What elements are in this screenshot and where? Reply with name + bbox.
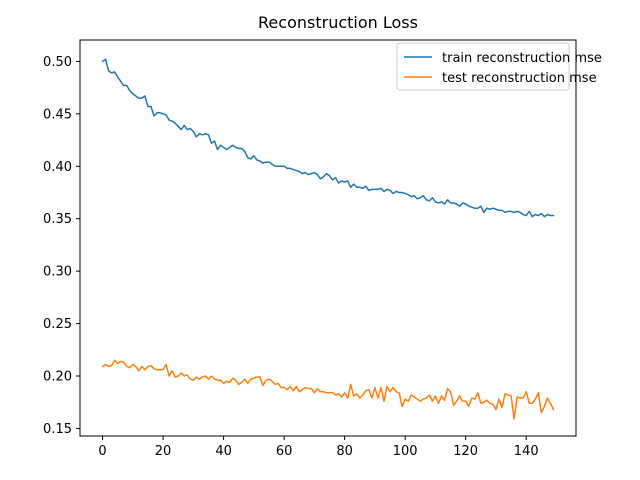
legend-box	[396, 42, 570, 91]
x-tick-label: 80	[336, 444, 353, 459]
y-tick-label: 0.40	[43, 160, 72, 175]
x-tick-label: 120	[453, 444, 478, 459]
x-tick-label: 20	[155, 444, 172, 459]
y-tick-label: 0.20	[43, 370, 72, 385]
x-tick-label: 40	[215, 444, 232, 459]
legend-label-train: train reconstruction mse	[442, 51, 602, 66]
chart-title: Reconstruction Loss	[258, 13, 418, 32]
legend: train reconstruction mse test reconstruc…	[396, 42, 602, 91]
y-tick-label: 0.15	[43, 422, 72, 437]
x-tick-label: 100	[393, 444, 418, 459]
plot-frame	[79, 39, 577, 437]
y-tick-label: 0.35	[43, 212, 72, 227]
y-tick-label: 0.50	[43, 55, 72, 70]
y-tick-label: 0.30	[43, 265, 72, 280]
x-axis: 0 20 40 60 80 100 120 140	[98, 436, 539, 459]
train-series-line	[101, 58, 555, 218]
legend-label-test: test reconstruction mse	[442, 71, 597, 86]
y-tick-label: 0.45	[43, 107, 72, 122]
series-layer	[101, 58, 555, 420]
x-tick-label: 60	[276, 444, 293, 459]
x-tick-label: 140	[514, 444, 539, 459]
y-axis: 0.15 0.20 0.25 0.30 0.35 0.40 0.45 0.50	[43, 55, 80, 437]
y-tick-label: 0.25	[43, 317, 72, 332]
x-tick-label: 0	[98, 444, 106, 459]
test-series-line	[101, 359, 555, 420]
